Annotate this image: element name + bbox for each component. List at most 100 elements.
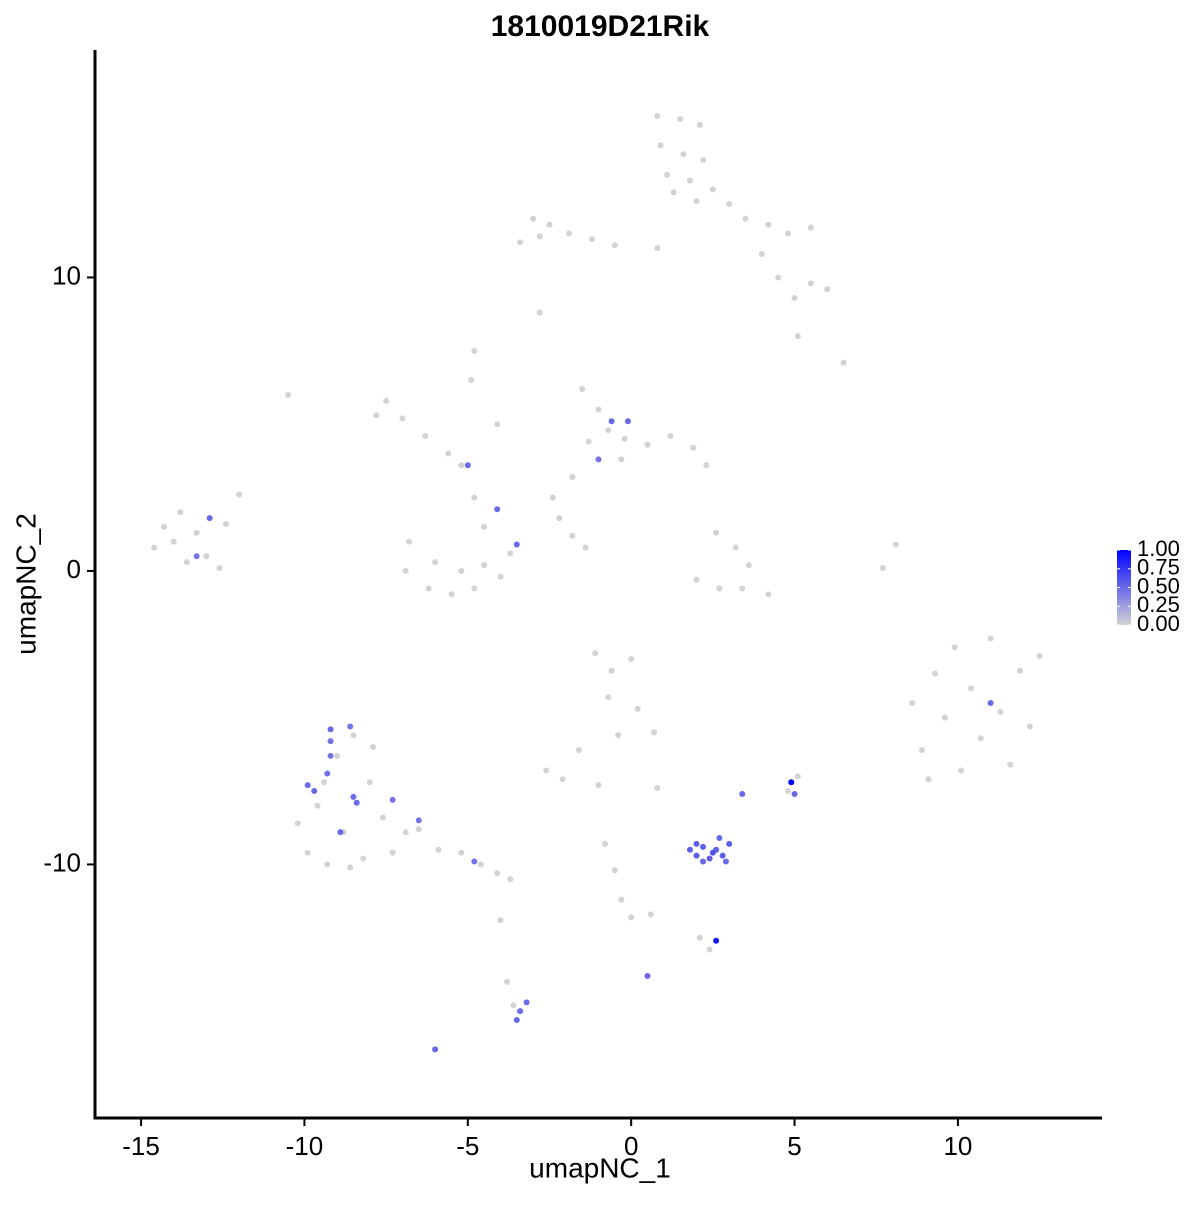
cell-point [618, 896, 625, 903]
cell-point [494, 421, 501, 428]
cell-point [647, 911, 654, 918]
cell-point [909, 700, 916, 707]
cell-point [517, 239, 524, 246]
colorbar [1117, 550, 1131, 625]
cell-point [703, 462, 710, 469]
cell-point [170, 538, 177, 545]
cell-point [415, 826, 422, 833]
cell-point [193, 529, 200, 536]
cell-point [389, 849, 396, 856]
cell-point [706, 855, 713, 862]
cell-point [693, 840, 700, 847]
cell-point [657, 142, 664, 149]
cell-point [664, 171, 671, 178]
cell-point [1016, 667, 1023, 674]
cell-point [713, 937, 720, 944]
cell-point [350, 793, 357, 800]
cell-point [504, 978, 511, 985]
cell-point [471, 585, 478, 592]
cell-point [667, 432, 674, 439]
cell-point [585, 438, 592, 445]
cell-point [543, 767, 550, 774]
cell-point [690, 444, 697, 451]
cell-point [334, 752, 341, 759]
cell-point [373, 412, 380, 419]
cell-point [402, 829, 409, 836]
cell-point [918, 746, 925, 753]
cell-point [445, 450, 452, 457]
cell-point [471, 494, 478, 501]
x-tick-label: -15 [122, 1131, 160, 1161]
cell-point [791, 294, 798, 301]
cell-point [677, 115, 684, 122]
cell-point [967, 685, 974, 692]
x-tick-label: -5 [456, 1131, 479, 1161]
cell-point [507, 550, 514, 557]
cell-point [471, 858, 478, 865]
cell-point [494, 870, 501, 877]
points [151, 113, 1043, 1053]
cell-point [513, 541, 520, 548]
cell-point [716, 835, 723, 842]
cell-point [958, 767, 965, 774]
cell-point [987, 700, 994, 707]
colorbar-label: 0.25 [1137, 592, 1180, 617]
colorbar-label: 0.00 [1137, 611, 1180, 636]
cell-point [719, 852, 726, 859]
x-tick-label: 0 [624, 1131, 638, 1161]
y-tick-label: 0 [67, 554, 81, 584]
cell-point [517, 1008, 524, 1015]
cell-point [347, 723, 354, 730]
cell-point [415, 817, 422, 824]
cell-point [693, 198, 700, 205]
cell-point [327, 738, 334, 745]
cell-point [654, 113, 661, 120]
cell-point [405, 538, 412, 545]
cell-point [615, 732, 622, 739]
cell-point [670, 189, 677, 196]
cell-point [347, 864, 354, 871]
cell-point [696, 121, 703, 128]
cell-point [686, 846, 693, 853]
cell-point [722, 858, 729, 865]
cell-point [477, 861, 484, 868]
cell-point [621, 435, 628, 442]
cell-point [556, 515, 563, 522]
cell-point [183, 559, 190, 566]
colorbar-label: 0.50 [1137, 573, 1180, 598]
cell-point [709, 849, 716, 856]
cell-point [611, 867, 618, 874]
cell-point [595, 406, 602, 413]
cell-point [700, 843, 707, 850]
cell-point [536, 309, 543, 316]
cell-point [605, 694, 612, 701]
cell-point [977, 735, 984, 742]
cell-point [383, 397, 390, 404]
cell-point [422, 432, 429, 439]
cell-point [732, 544, 739, 551]
cell-point [546, 221, 553, 228]
cell-point [471, 347, 478, 354]
cell-point [608, 418, 615, 425]
cell-point [435, 846, 442, 853]
cell-point [840, 359, 847, 366]
cell-point [951, 644, 958, 651]
cell-point [739, 585, 746, 592]
x-tick-label: 5 [787, 1131, 801, 1161]
cell-point [294, 820, 301, 827]
cell-point [311, 788, 318, 795]
cell-point [151, 544, 158, 551]
cell-point [726, 840, 733, 847]
cell-point [507, 876, 514, 883]
cell-point [582, 544, 589, 551]
cell-point [588, 236, 595, 243]
cell-point [337, 829, 344, 836]
cell-point [314, 802, 321, 809]
cell-point [726, 201, 733, 208]
y-axis-title: umapNC_2 [10, 513, 41, 655]
cell-point [216, 565, 223, 572]
cell-point [745, 562, 752, 569]
cell-point [758, 250, 765, 257]
cell-point [608, 667, 615, 674]
